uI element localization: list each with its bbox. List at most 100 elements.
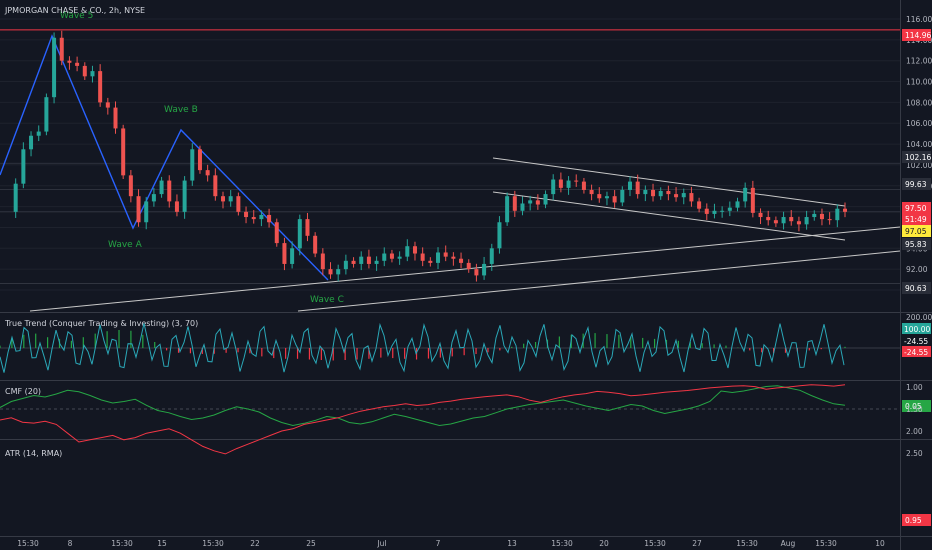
candle-body[interactable] (827, 219, 832, 221)
candle-body[interactable] (351, 260, 356, 264)
channel-lower-line[interactable] (492, 191, 846, 241)
candle-body[interactable] (13, 183, 18, 212)
candle-body[interactable] (835, 208, 840, 221)
channel-upper-line[interactable] (492, 157, 846, 207)
support-trendline-lower[interactable] (297, 250, 901, 312)
candle-body[interactable] (428, 260, 433, 263)
candle-body[interactable] (627, 181, 632, 190)
candle-body[interactable] (804, 217, 809, 225)
candle-body[interactable] (535, 200, 540, 205)
candle-body[interactable] (405, 246, 410, 257)
candle-body[interactable] (720, 210, 725, 212)
candle-body[interactable] (374, 260, 379, 264)
candle-body[interactable] (190, 149, 195, 181)
candle-body[interactable] (597, 194, 602, 199)
candle-body[interactable] (620, 189, 625, 203)
candle-body[interactable] (796, 221, 801, 225)
candle-body[interactable] (781, 217, 786, 224)
elliott-wave-path[interactable] (0, 34, 329, 281)
candle-body[interactable] (712, 210, 717, 214)
candle-body[interactable] (436, 252, 441, 263)
candle-body[interactable] (359, 256, 364, 264)
candle-body[interactable] (328, 269, 333, 275)
candle-body[interactable] (758, 212, 763, 218)
candle-body[interactable] (843, 208, 847, 212)
candle-body[interactable] (320, 253, 325, 270)
candle-body[interactable] (681, 193, 686, 198)
candle-body[interactable] (105, 102, 110, 108)
price-axis-bg[interactable] (900, 0, 932, 536)
candle-body[interactable] (366, 256, 371, 264)
candle-body[interactable] (44, 97, 49, 132)
candle-body[interactable] (528, 200, 533, 204)
candle-body[interactable] (574, 180, 579, 182)
candle-body[interactable] (75, 62, 80, 66)
candle-body[interactable] (497, 222, 502, 249)
candle-body[interactable] (420, 253, 425, 261)
candle-body[interactable] (750, 187, 755, 213)
candle-body[interactable] (197, 149, 202, 171)
candle-body[interactable] (689, 193, 694, 202)
candle-body[interactable] (297, 219, 302, 249)
candle-body[interactable] (113, 107, 118, 129)
candle-body[interactable] (551, 179, 556, 195)
candle-body[interactable] (789, 217, 794, 222)
candle-body[interactable] (290, 248, 295, 264)
candle-body[interactable] (21, 149, 26, 184)
candle-body[interactable] (459, 258, 464, 263)
candle-body[interactable] (482, 263, 487, 276)
candle-body[interactable] (643, 189, 648, 195)
candle-body[interactable] (159, 180, 164, 195)
candle-body[interactable] (29, 135, 34, 150)
candle-body[interactable] (604, 196, 609, 199)
candle-body[interactable] (451, 256, 456, 259)
candle-body[interactable] (313, 235, 318, 254)
candle-body[interactable] (773, 220, 778, 224)
candle-body[interactable] (336, 269, 341, 275)
candle-body[interactable] (98, 71, 103, 103)
candle-body[interactable] (205, 170, 210, 176)
candle-body[interactable] (121, 128, 126, 176)
candle-body[interactable] (244, 211, 249, 218)
candle-body[interactable] (59, 37, 64, 61)
candle-body[interactable] (228, 196, 233, 202)
candle-body[interactable] (221, 196, 226, 202)
candle-body[interactable] (819, 213, 824, 220)
candle-body[interactable] (658, 190, 663, 197)
price-pane-bg[interactable] (0, 0, 900, 312)
candle-body[interactable] (735, 201, 740, 208)
candle-body[interactable] (305, 219, 310, 236)
candle-body[interactable] (512, 196, 517, 211)
candle-body[interactable] (52, 37, 57, 98)
candle-body[interactable] (812, 213, 817, 218)
candle-body[interactable] (566, 180, 571, 188)
candle-body[interactable] (697, 201, 702, 209)
candle-body[interactable] (412, 246, 417, 254)
candle-body[interactable] (213, 175, 218, 197)
candle-body[interactable] (589, 189, 594, 195)
candle-body[interactable] (727, 207, 732, 211)
time-axis[interactable]: 15:30 8 15:30 15 15:30 22 25 Jul 7 13 15:30 20 15:30… (17, 539, 885, 548)
candle-body[interactable] (766, 217, 771, 221)
candle-body[interactable] (612, 196, 617, 203)
candle-body[interactable] (174, 201, 179, 212)
candle-body[interactable] (489, 248, 494, 264)
candle-body[interactable] (36, 131, 41, 136)
candle-body[interactable] (182, 180, 187, 212)
candle-body[interactable] (282, 243, 287, 264)
candle-body[interactable] (67, 60, 72, 63)
candle-body[interactable] (144, 201, 149, 223)
candle-body[interactable] (505, 196, 510, 223)
candle-body[interactable] (397, 256, 402, 259)
candle-body[interactable] (236, 196, 241, 212)
candle-body[interactable] (558, 179, 563, 188)
candle-body[interactable] (743, 187, 748, 202)
candle-body[interactable] (136, 196, 141, 223)
candle-body[interactable] (520, 203, 525, 211)
candle-body[interactable] (635, 181, 640, 195)
candle-body[interactable] (128, 175, 133, 197)
candle-body[interactable] (466, 262, 471, 270)
candle-body[interactable] (151, 194, 156, 202)
candle-body[interactable] (382, 253, 387, 261)
candle-body[interactable] (274, 222, 279, 244)
